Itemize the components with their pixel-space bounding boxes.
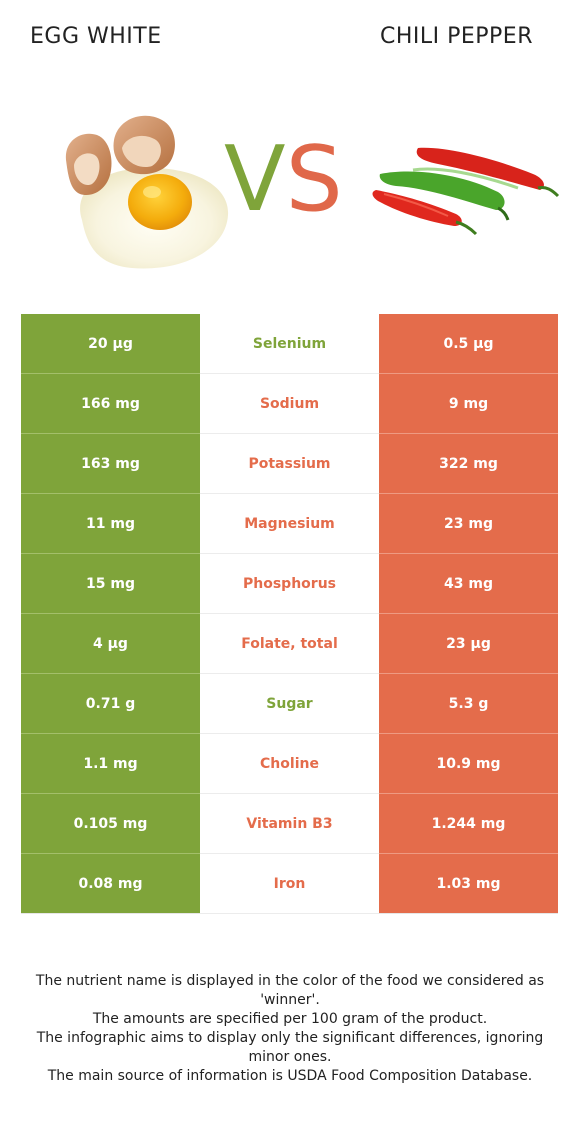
footer-notes: The nutrient name is displayed in the co…	[18, 972, 562, 1086]
table-row: 1.1 mg Choline 10.9 mg	[21, 734, 558, 794]
left-value: 4 µg	[21, 614, 200, 674]
nutrient-name: Sodium	[200, 374, 379, 434]
left-value: 0.08 mg	[21, 854, 200, 914]
table-row: 0.105 mg Vitamin B3 1.244 mg	[21, 794, 558, 854]
table-row: 11 mg Magnesium 23 mg	[21, 494, 558, 554]
vs-label: VS	[224, 130, 354, 230]
right-value: 0.5 µg	[379, 314, 558, 374]
table-row: 4 µg Folate, total 23 µg	[21, 614, 558, 674]
nutrient-name: Folate, total	[200, 614, 379, 674]
nutrient-name: Vitamin B3	[200, 794, 379, 854]
table-row: 166 mg Sodium 9 mg	[21, 374, 558, 434]
left-value: 11 mg	[21, 494, 200, 554]
table-row: 20 µg Selenium 0.5 µg	[21, 314, 558, 374]
right-value: 10.9 mg	[379, 734, 558, 794]
egg-image	[65, 115, 229, 269]
right-value: 322 mg	[379, 434, 558, 494]
table-row: 0.71 g Sugar 5.3 g	[21, 674, 558, 734]
table-row: 0.08 mg Iron 1.03 mg	[21, 854, 558, 914]
left-value: 0.105 mg	[21, 794, 200, 854]
chili-pepper-image	[372, 147, 560, 236]
right-food-title: CHILI PEPPER	[379, 24, 533, 49]
footer-line-winner: The nutrient name is displayed in the co…	[35, 973, 545, 1008]
nutrient-name: Sugar	[200, 674, 379, 734]
left-value: 1.1 mg	[21, 734, 200, 794]
vs-s-letter: S	[285, 127, 343, 232]
table-row: 15 mg Phosphorus 43 mg	[21, 554, 558, 614]
footer-line-source: The main source of information is USDA F…	[47, 1068, 533, 1084]
nutrient-name: Iron	[200, 854, 379, 914]
left-food-title: EGG WHITE	[30, 24, 162, 49]
left-value: 20 µg	[21, 314, 200, 374]
nutrient-name: Choline	[200, 734, 379, 794]
nutrient-name: Phosphorus	[200, 554, 379, 614]
nutrient-name: Magnesium	[200, 494, 379, 554]
vs-v-letter: V	[224, 127, 286, 232]
footer-line-aims: The infographic aims to display only the…	[36, 1030, 544, 1065]
comparison-table: 20 µg Selenium 0.5 µg 166 mg Sodium 9 mg 163 m…	[21, 314, 558, 914]
right-value: 9 mg	[379, 374, 558, 434]
nutrient-name: Potassium	[200, 434, 379, 494]
right-value: 1.03 mg	[379, 854, 558, 914]
nutrient-name: Selenium	[200, 314, 379, 374]
footer-line-amounts: The amounts are specified per 100 gram o…	[92, 1011, 488, 1027]
left-value: 166 mg	[21, 374, 200, 434]
right-value: 43 mg	[379, 554, 558, 614]
table-row: 163 mg Potassium 322 mg	[21, 434, 558, 494]
left-value: 163 mg	[21, 434, 200, 494]
right-value: 23 µg	[379, 614, 558, 674]
left-value: 15 mg	[21, 554, 200, 614]
right-value: 1.244 mg	[379, 794, 558, 854]
right-value: 23 mg	[379, 494, 558, 554]
right-value: 5.3 g	[379, 674, 558, 734]
left-value: 0.71 g	[21, 674, 200, 734]
